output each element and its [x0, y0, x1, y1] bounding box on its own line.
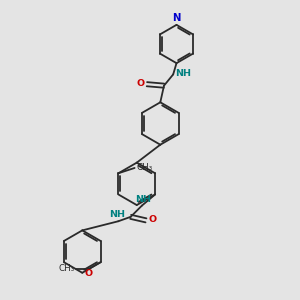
Text: NH: NH [109, 211, 125, 220]
Text: NH: NH [135, 195, 151, 204]
Text: CH₃: CH₃ [58, 264, 75, 273]
Text: N: N [172, 13, 181, 23]
Text: O: O [84, 269, 92, 278]
Text: NH: NH [175, 69, 191, 78]
Text: O: O [149, 215, 157, 224]
Text: CH₃: CH₃ [136, 164, 152, 172]
Text: O: O [136, 79, 145, 88]
